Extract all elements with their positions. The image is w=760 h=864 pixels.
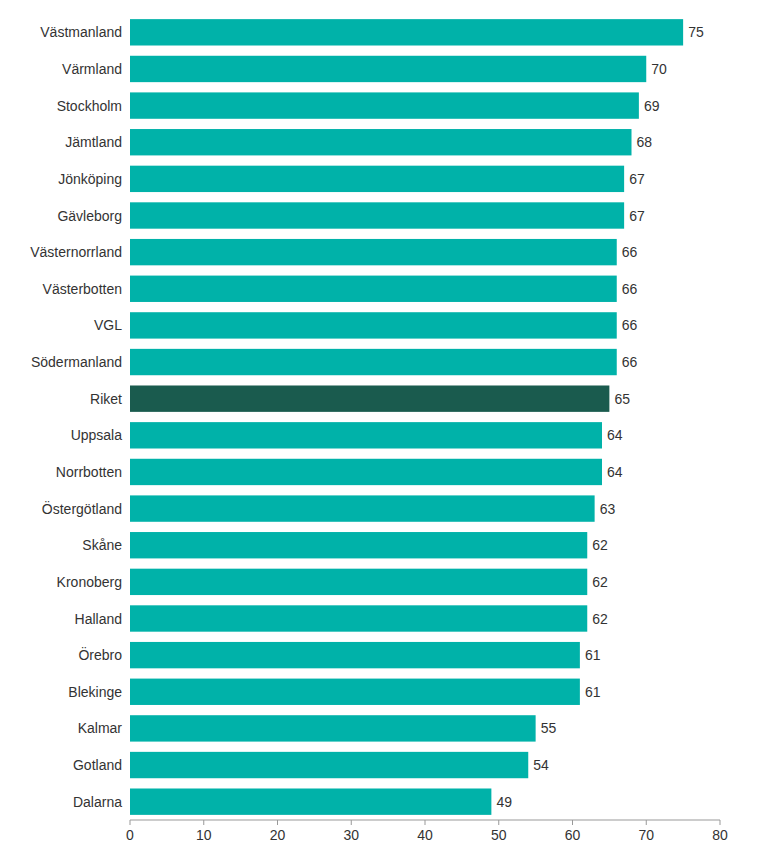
bar [130,788,491,814]
category-label: Västerbotten [43,281,122,297]
y-axis: Dalarna Gotland Kalmar Blekinge Örebro Hallan… [30,24,122,809]
data-label: 68 [637,134,653,150]
x-axis: 0 10 20 30 40 50 60 70 80 [126,820,728,843]
category-label: Örebro [78,646,122,663]
category-label: Södermanland [31,354,122,370]
tick-mark [130,820,131,825]
bar [130,605,587,631]
tick-mark [203,820,204,825]
category-label: Gävleborg [57,208,122,224]
data-label: 70 [651,61,667,77]
data-label: 66 [622,317,638,333]
page: {"chart_data": {"type": "bar", "orientat… [0,0,760,864]
data-label: 75 [688,24,704,40]
bar [130,459,602,485]
tick-mark [720,820,721,825]
bar [130,679,580,705]
tick-mark [572,820,573,825]
plot: 49 54 55 61 61 62 62 62 63 64 64 65 66 66 66 66 67 67 68 69… [30,19,728,843]
bar [130,715,536,741]
bar [130,752,528,778]
bar [130,202,624,228]
data-label: 64 [607,427,623,443]
tick-label: 20 [270,827,286,843]
data-label: 62 [592,537,608,553]
data-label: 69 [644,98,660,114]
bar [130,129,632,155]
data-label: 66 [622,354,638,370]
tick-label: 10 [196,827,212,843]
bar [130,349,617,375]
category-label: Västmanland [40,24,122,40]
bar [130,642,580,668]
bar [130,385,609,411]
data-label: 66 [622,281,638,297]
chart-container: 49 54 55 61 61 62 62 62 63 64 64 65 66 66 66 66 67 67 68 69… [0,0,760,864]
tick-label: 30 [343,827,359,843]
category-label: Dalarna [73,794,122,810]
data-label: 49 [496,794,512,810]
data-label: 66 [622,244,638,260]
category-label: Kronoberg [57,574,122,590]
category-label: Kalmar [78,720,123,736]
category-label: Stockholm [57,98,122,114]
tick-label: 80 [712,827,728,843]
category-label: Uppsala [71,427,123,443]
data-label: 67 [629,208,645,224]
bar [130,92,639,118]
tick-label: 40 [417,827,433,843]
tick-label: 70 [638,827,654,843]
category-label: VGL [94,317,122,333]
data-label: 62 [592,611,608,627]
data-label: 61 [585,647,601,663]
category-label: Gotland [73,757,122,773]
tick-label: 60 [565,827,581,843]
tick-label: 0 [126,827,134,843]
bar [130,166,624,192]
data-label: 55 [541,720,557,736]
chart-svg: 49 54 55 61 61 62 62 62 63 64 64 65 66 66 66 66 67 67 68 69… [0,0,760,864]
data-label: 62 [592,574,608,590]
category-label: Blekinge [68,684,122,700]
tick-label: 50 [491,827,507,843]
category-label: Jönköping [58,171,122,187]
bar [130,532,587,558]
tick-mark [425,820,426,825]
bar [130,56,646,82]
category-label: Västernorrland [30,244,122,260]
bar [130,19,683,45]
bar [130,495,595,521]
bars [130,19,683,815]
data-label: 63 [600,501,616,517]
bar [130,239,617,265]
category-label: Jämtland [65,134,122,150]
category-label: Östergötland [42,500,122,517]
tick-mark [646,820,647,825]
bar [130,422,602,448]
data-labels: 49 54 55 61 61 62 62 62 63 64 64 65 66 66 66 66 67 67 68 69… [496,24,704,809]
data-label: 61 [585,684,601,700]
category-label: Halland [75,611,122,627]
bar [130,312,617,338]
tick-mark [498,820,499,825]
tick-mark [351,820,352,825]
data-label: 67 [629,171,645,187]
data-label: 54 [533,757,549,773]
data-label: 64 [607,464,623,480]
data-label: 65 [614,391,630,407]
category-label: Värmland [62,61,122,77]
category-label: Riket [90,391,122,407]
tick-mark [277,820,278,825]
bar [130,276,617,302]
category-label: Norrbotten [56,464,122,480]
bar [130,569,587,595]
category-label: Skåne [82,537,122,553]
